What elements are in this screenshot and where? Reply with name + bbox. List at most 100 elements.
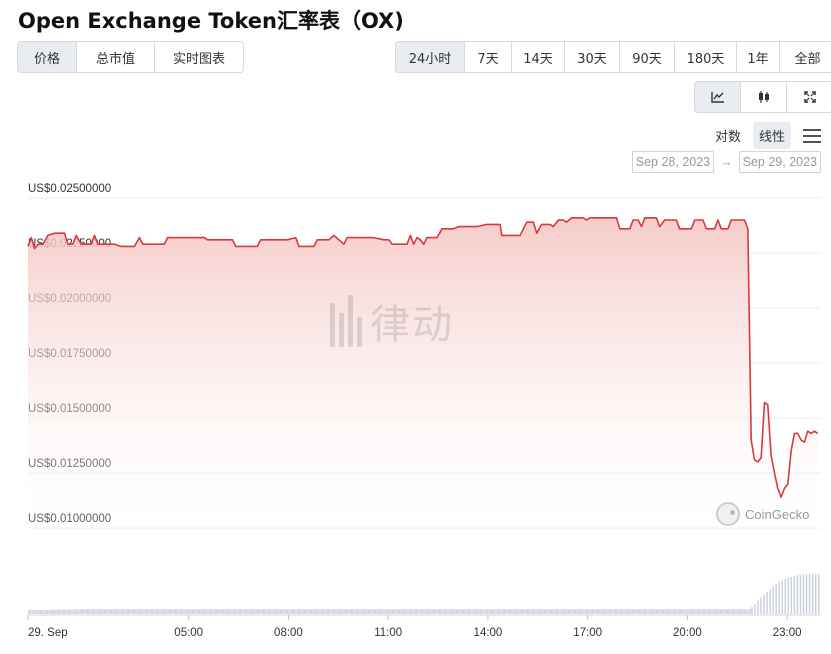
- volume-bar: [89, 609, 91, 614]
- volume-bar: [124, 609, 126, 614]
- volume-bar: [260, 609, 262, 614]
- volume-bar: [48, 610, 50, 614]
- volume-bar: [571, 609, 573, 614]
- volume-bar: [492, 609, 493, 614]
- volume-bar: [312, 609, 314, 614]
- range-90d[interactable]: 90天: [620, 42, 675, 72]
- range-30d[interactable]: 30天: [565, 42, 620, 72]
- volume-bar: [455, 609, 457, 614]
- volume-bar: [37, 610, 39, 614]
- tab-price[interactable]: 价格: [18, 42, 77, 72]
- range-180d[interactable]: 180天: [675, 42, 737, 72]
- volume-bar: [493, 609, 495, 614]
- volume-bar: [237, 609, 239, 614]
- volume-bar: [724, 609, 726, 614]
- volume-bar: [330, 609, 332, 614]
- volume-bar: [672, 609, 674, 614]
- range-7d[interactable]: 7天: [465, 42, 512, 72]
- volume-bar: [543, 609, 545, 614]
- volume-bar: [596, 609, 598, 614]
- menu-icon[interactable]: [803, 128, 821, 143]
- volume-bar: [148, 609, 150, 614]
- volume-bar: [82, 609, 84, 614]
- volume-bar: [640, 609, 642, 614]
- volume-bar: [154, 609, 156, 614]
- volume-bar: [669, 609, 671, 614]
- volume-bar: [412, 609, 414, 614]
- range-14d[interactable]: 14天: [512, 42, 565, 72]
- volume-bar: [647, 609, 649, 614]
- volume-bar: [354, 609, 356, 614]
- volume-bar: [234, 609, 236, 614]
- tab-market-cap[interactable]: 总市值: [77, 42, 155, 72]
- volume-bar: [605, 609, 607, 614]
- volume-bar: [329, 609, 331, 614]
- volume-bar: [612, 609, 614, 614]
- volume-bar: [68, 609, 70, 614]
- x-tick-label: 05:00: [174, 627, 203, 639]
- volume-bar: [216, 609, 217, 614]
- volume-bar: [167, 609, 169, 614]
- volume-bar: [152, 609, 154, 614]
- volume-bar: [165, 609, 167, 614]
- volume-bar: [451, 609, 452, 614]
- volume-bar: [371, 609, 373, 614]
- volume-bar: [540, 609, 542, 614]
- volume-bar: [729, 609, 731, 614]
- volume-bar: [511, 609, 513, 614]
- volume-bar: [625, 609, 627, 614]
- volume-bar: [435, 609, 437, 614]
- scale-linear-option[interactable]: 线性: [752, 122, 791, 149]
- volume-bar: [316, 609, 317, 614]
- date-from-input[interactable]: Sep 28, 2023: [631, 151, 715, 173]
- line-chart-button[interactable]: [695, 82, 741, 112]
- volume-bar: [381, 609, 383, 614]
- volume-bar: [471, 609, 473, 614]
- range-1y[interactable]: 1年: [737, 42, 780, 72]
- volume-bar: [559, 609, 561, 614]
- volume-bar: [621, 609, 622, 614]
- volume-bar: [593, 609, 595, 614]
- volume-bar: [460, 609, 462, 614]
- volume-bar: [379, 609, 381, 614]
- volume-bar: [446, 609, 448, 614]
- volume-bar: [187, 609, 188, 614]
- volume-bar: [512, 609, 514, 614]
- volume-bar: [93, 609, 94, 614]
- fullscreen-button[interactable]: [787, 82, 831, 112]
- price-chart: US$0.02500000US$0.02250000US$0.02000000U…: [27, 183, 821, 639]
- tab-live-chart[interactable]: 实时图表: [172, 51, 225, 67]
- volume-bar: [690, 609, 692, 614]
- volume-bar: [508, 609, 510, 614]
- volume-bar: [641, 609, 643, 614]
- range-all[interactable]: 全部: [794, 51, 821, 67]
- scale-log-option[interactable]: 对数: [714, 130, 741, 145]
- candlestick-button[interactable]: [741, 82, 787, 112]
- volume-bar: [422, 609, 424, 614]
- volume-bar: [711, 609, 713, 614]
- range-24h[interactable]: 24小时: [396, 42, 465, 72]
- volume-bar: [682, 609, 684, 614]
- volume-bar: [223, 609, 225, 614]
- volume-bar: [614, 609, 616, 614]
- volume-bar: [607, 609, 609, 614]
- volume-bar: [31, 609, 33, 614]
- volume-bar: [510, 609, 512, 614]
- volume-bar: [506, 609, 508, 614]
- volume-bar: [519, 609, 521, 614]
- volume-bar: [206, 609, 208, 614]
- volume-bar: [276, 609, 278, 614]
- volume-bar: [183, 609, 185, 614]
- date-to-input[interactable]: Sep 29, 2023: [738, 151, 821, 173]
- volume-bar: [236, 609, 238, 614]
- volume-bar: [727, 609, 728, 614]
- volume-bar: [736, 609, 738, 614]
- volume-bar: [802, 574, 805, 614]
- volume-bar: [111, 609, 113, 614]
- volume-bar: [570, 609, 572, 614]
- volume-bar: [637, 609, 639, 614]
- volume-bar: [304, 609, 305, 614]
- volume-bar: [144, 609, 146, 614]
- watermark: 律动: [330, 292, 454, 350]
- volume-bar: [195, 609, 197, 614]
